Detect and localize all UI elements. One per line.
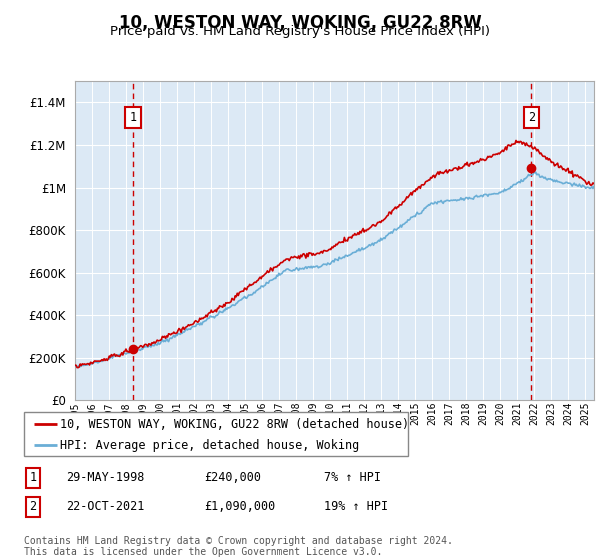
Text: 29-MAY-1998: 29-MAY-1998 (66, 471, 145, 484)
Text: 10, WESTON WAY, WOKING, GU22 8RW (detached house): 10, WESTON WAY, WOKING, GU22 8RW (detach… (61, 418, 410, 431)
Text: 1: 1 (130, 111, 137, 124)
Text: 1: 1 (29, 471, 37, 484)
Text: 10, WESTON WAY, WOKING, GU22 8RW: 10, WESTON WAY, WOKING, GU22 8RW (119, 14, 481, 32)
Text: HPI: Average price, detached house, Woking: HPI: Average price, detached house, Woki… (61, 438, 360, 452)
Text: Contains HM Land Registry data © Crown copyright and database right 2024.
This d: Contains HM Land Registry data © Crown c… (24, 535, 453, 557)
Text: 22-OCT-2021: 22-OCT-2021 (66, 500, 145, 514)
FancyBboxPatch shape (24, 412, 408, 456)
Text: Price paid vs. HM Land Registry's House Price Index (HPI): Price paid vs. HM Land Registry's House … (110, 25, 490, 38)
Text: £240,000: £240,000 (204, 471, 261, 484)
Text: 7% ↑ HPI: 7% ↑ HPI (324, 471, 381, 484)
Text: £1,090,000: £1,090,000 (204, 500, 275, 514)
Text: 2: 2 (29, 500, 37, 514)
Text: 2: 2 (527, 111, 535, 124)
Text: 19% ↑ HPI: 19% ↑ HPI (324, 500, 388, 514)
